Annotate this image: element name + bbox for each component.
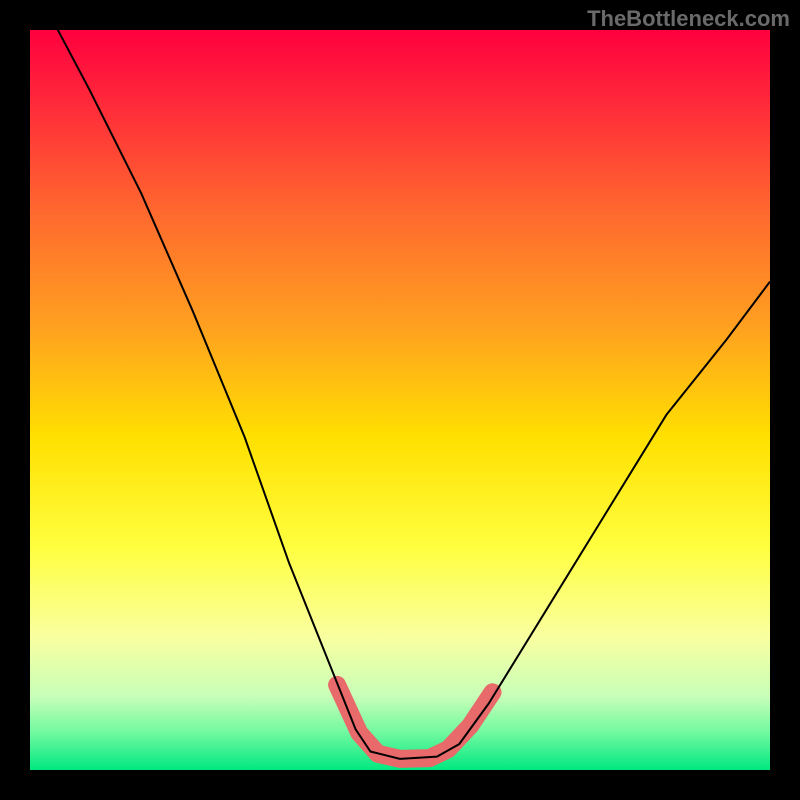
- plot-background: [30, 30, 770, 770]
- chart-svg: [0, 0, 800, 800]
- bottleneck-chart: TheBottleneck.com: [0, 0, 800, 800]
- watermark-text: TheBottleneck.com: [587, 6, 790, 32]
